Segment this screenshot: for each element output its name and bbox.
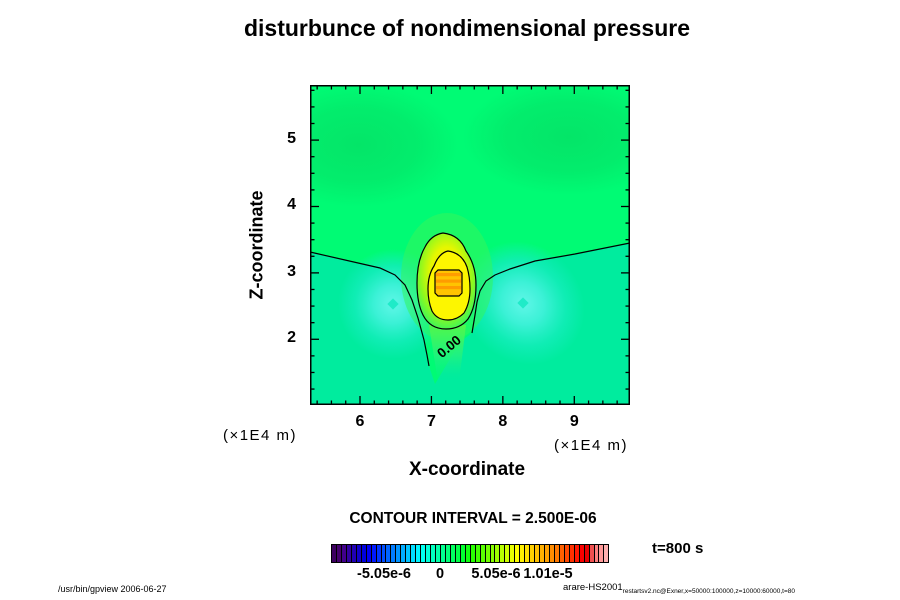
time-label: t=800 s	[652, 540, 704, 557]
colorbar-cell	[460, 545, 465, 562]
colorbar-label: -5.05e-6	[356, 566, 412, 582]
colorbar-cell	[480, 545, 485, 562]
colorbar-cell	[579, 545, 584, 562]
colorbar-cell	[391, 545, 396, 562]
dataset-footer: arare-HS2001restartsv2.nc@Exner,x=50000:…	[563, 582, 795, 595]
colorbar-cell	[371, 545, 376, 562]
colorbar-cell	[406, 545, 411, 562]
zero-contour-lines	[310, 242, 630, 367]
colorbar-cell	[500, 545, 505, 562]
colorbar-cell	[495, 545, 500, 562]
colorbar-cell	[341, 545, 346, 562]
x-axis-unit-label: (×1E4 m)	[553, 437, 629, 454]
colorbar-cell	[401, 545, 406, 562]
x-axis-title: X-coordinate	[408, 459, 526, 480]
x-tick-label: 7	[426, 413, 436, 430]
y-tick-label: 2	[287, 329, 296, 347]
colorbar-cell	[549, 545, 554, 562]
command-footer: /usr/bin/gpview 2006-06-27	[58, 584, 167, 594]
colorbar-cell	[540, 545, 544, 562]
zero-contour-right	[471, 242, 630, 334]
colorbar-cell	[465, 545, 470, 562]
colorbar-cell	[470, 545, 475, 562]
colorbar-cell	[554, 545, 559, 562]
colorbar-cell	[336, 545, 341, 562]
chart-title: disturbunce of nondimensional pressure	[243, 15, 691, 41]
colorbar-cell	[505, 545, 510, 562]
colorbar-cell	[574, 545, 579, 562]
colorbar-label: 0	[435, 566, 445, 582]
colorbar-cell	[564, 545, 569, 562]
x-tick-label: 8	[498, 413, 508, 430]
peak-lower-column	[429, 325, 466, 382]
colorbar-cell	[450, 545, 455, 562]
field-patch-upper-right	[463, 85, 630, 195]
field-patch-upper-left	[310, 85, 458, 207]
colorbar-cell	[411, 545, 416, 562]
colorbar-cell	[376, 545, 381, 562]
colorbar-cell	[386, 545, 391, 562]
plot-frame	[310, 85, 630, 405]
colorbar-cell	[589, 545, 594, 562]
colorbar-cell	[520, 545, 525, 562]
colorbar-cell	[436, 545, 440, 562]
colorbar-cell	[445, 545, 450, 562]
contour-interval-text: CONTOUR INTERVAL = 2.500E-06	[349, 510, 597, 527]
y-axis-title: Z-coordinate	[246, 190, 267, 300]
colorbar-cell	[599, 545, 604, 562]
colorbar-cell	[440, 545, 445, 562]
dataset-name: arare-HS2001	[563, 582, 623, 593]
colorbar-cell	[485, 545, 490, 562]
colorbar-cell	[490, 545, 495, 562]
colorbar-cell	[431, 545, 436, 562]
field-fill	[310, 85, 630, 405]
x-tick-label: 9	[569, 413, 579, 430]
colorbar-cell	[366, 545, 371, 562]
y-tick-label: 4	[287, 196, 296, 214]
colorbar-cell	[544, 545, 549, 562]
zero-contour-left	[310, 251, 430, 367]
dataset-subscript: restartsv2.nc@Exner,x=50000:100000,z=100…	[622, 588, 795, 595]
contour-plot: 0.00	[310, 85, 630, 405]
colorbar-cell	[515, 545, 520, 562]
colorbar-cell	[332, 545, 336, 562]
y-tick-label: 3	[287, 262, 296, 280]
colorbar-cell	[421, 545, 426, 562]
colorbar-cell	[346, 545, 351, 562]
colorbar-cell	[351, 545, 356, 562]
colorbar-cell	[396, 545, 401, 562]
colorbar-cell	[530, 545, 535, 562]
colorbar-cell	[510, 545, 515, 562]
colorbar-cell	[604, 545, 609, 562]
colorbar-cell	[455, 545, 460, 562]
colorbar-cell	[426, 545, 431, 562]
colorbar-cell	[361, 545, 366, 562]
colorbar-cell	[525, 545, 530, 562]
colorbar-cell	[535, 545, 540, 562]
colorbar-label: 1.01e-5	[523, 566, 573, 582]
colorbar-cell	[475, 545, 480, 562]
colorbar-cell	[416, 545, 421, 562]
colorbar-label: 5.05e-6	[471, 566, 521, 582]
colorbar-cell	[559, 545, 564, 562]
colorbar-cell	[584, 545, 589, 562]
colorbar	[331, 544, 609, 563]
x-tick-label: 6	[355, 413, 365, 430]
y-tick-label: 5	[287, 130, 296, 148]
colorbar-cell	[594, 545, 599, 562]
colorbar-cell	[381, 545, 386, 562]
colorbar-cell	[356, 545, 361, 562]
colorbar-cell	[569, 545, 574, 562]
peak-contour-fill-orange	[434, 269, 463, 297]
y-axis-unit-label: (×1E4 m)	[222, 427, 298, 444]
